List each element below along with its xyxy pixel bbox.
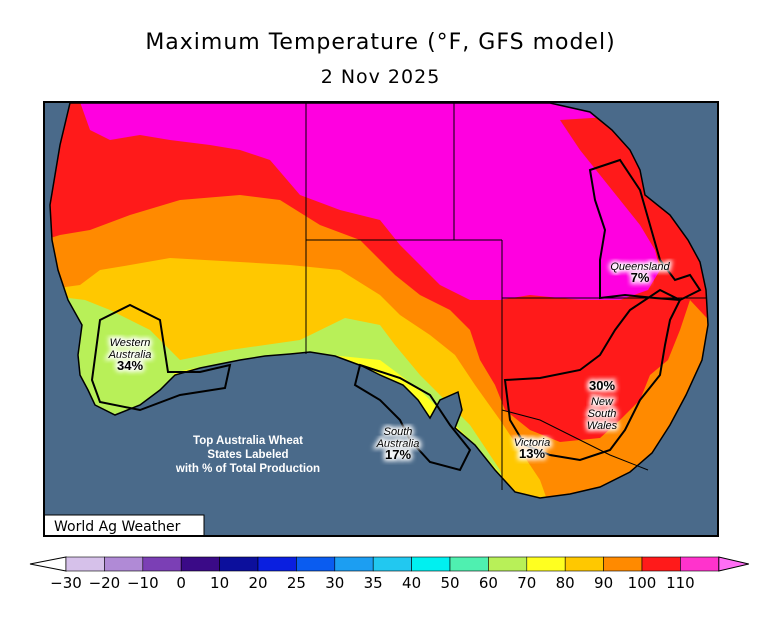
band-110	[80, 103, 708, 300]
label-halo: Wales	[587, 420, 618, 432]
label-halo: Victoria	[514, 437, 550, 449]
legend-swatch	[603, 556, 643, 572]
state-name: Victoria	[514, 437, 550, 449]
legend-swatch	[680, 556, 720, 572]
info-box-line: States Labeled	[207, 449, 288, 461]
legend-swatch	[219, 556, 259, 572]
label-halo: 7%	[631, 270, 650, 285]
state-percent: 30%	[589, 378, 615, 393]
wheat-region-outlines	[90, 158, 702, 472]
legend-swatch	[641, 556, 681, 572]
legend-tick-label: 100	[628, 574, 657, 592]
info-box-line: Top Australia Wheat	[193, 435, 303, 447]
legend-swatch	[334, 556, 374, 572]
state-name: Australia	[376, 438, 420, 450]
legend-swatch	[526, 556, 566, 572]
state-percent: 17%	[385, 447, 411, 462]
legend-tick-label: 110	[666, 574, 695, 592]
credit-text: World Ag Weather	[54, 519, 181, 535]
state-name: Australia	[108, 349, 152, 361]
legend-swatch	[180, 556, 220, 572]
color-legend: −30 −20 −10 0 10 20 25 30 35 40 50 60 70 80 90 100 110	[29, 556, 749, 592]
legend-swatch	[411, 556, 451, 572]
state-name: South	[384, 426, 413, 438]
legend-swatch	[296, 556, 336, 572]
state-name: South	[588, 408, 617, 420]
legend-tick-label: −30	[50, 574, 82, 592]
legend-swatch	[372, 556, 412, 572]
legend-swatch	[142, 556, 182, 572]
legend-tick-label: 35	[364, 574, 383, 592]
state-name: New	[591, 396, 614, 408]
legend-swatch	[104, 556, 144, 572]
legend-low-arrow	[29, 556, 67, 572]
legend-swatch	[488, 556, 528, 572]
legend-tick-label: −20	[89, 574, 121, 592]
legend-tick-label: 40	[402, 574, 421, 592]
legend-swatch	[449, 556, 489, 572]
legend-tick-label: 0	[176, 574, 186, 592]
label-halo: 17%	[385, 447, 411, 462]
state-name: Queensland	[610, 261, 670, 273]
legend-tick-label: −10	[127, 574, 159, 592]
label-halo: Western	[110, 337, 151, 349]
legend-swatch	[65, 556, 105, 572]
label-halo: 13%	[519, 446, 545, 461]
state-percent: 34%	[117, 358, 143, 373]
state-name: Western	[110, 337, 151, 349]
map-title: Maximum Temperature (°F, GFS model)	[145, 30, 616, 55]
label-halo: Australia	[108, 349, 152, 361]
legend-tick-label: 80	[556, 574, 575, 592]
legend-tick-label: 70	[517, 574, 536, 592]
legend-tick-label: 20	[248, 574, 267, 592]
legend-tick-label: 50	[440, 574, 459, 592]
legend-high-arrow	[718, 556, 749, 572]
legend-tick-label: 90	[594, 574, 613, 592]
map-date: 2 Nov 2025	[320, 66, 441, 88]
label-halo: South	[384, 426, 413, 438]
label-halo: Australia	[376, 438, 420, 450]
label-halo: New	[591, 396, 614, 408]
legend-tick-label: 60	[479, 574, 498, 592]
state-name: Wales	[587, 420, 618, 432]
label-halo: South	[588, 408, 617, 420]
label-halo: Queensland	[610, 261, 670, 273]
info-box: Top Australia Wheat States Labeled with % …	[175, 435, 320, 475]
state-percent: 13%	[519, 446, 545, 461]
legend-swatch	[257, 556, 297, 572]
legend-tick-label: 30	[325, 574, 344, 592]
legend-tick-label: 10	[210, 574, 229, 592]
legend-swatch	[564, 556, 604, 572]
map-frame	[43, 101, 719, 537]
label-halo: 34%	[117, 358, 143, 373]
info-box-line: with % of Total Production	[175, 463, 320, 475]
label-halo: 30%	[589, 378, 615, 393]
legend-tick-label: 25	[287, 574, 306, 592]
state-percent: 7%	[631, 270, 650, 285]
